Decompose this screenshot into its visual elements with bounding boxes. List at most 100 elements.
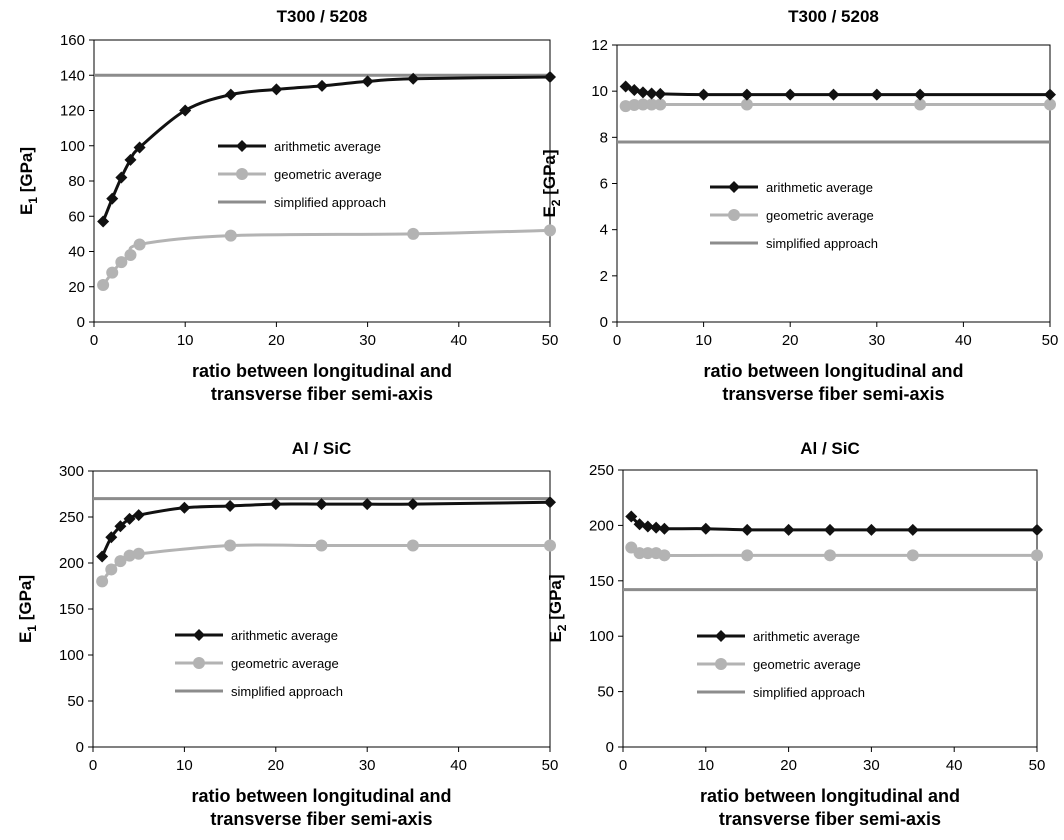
circle-data-point: [114, 555, 127, 568]
y-tick-label: 0: [77, 314, 85, 331]
x-tick-label: 10: [177, 332, 194, 349]
y-axis-label-subscript: 2: [555, 624, 569, 631]
x-tick-label: 50: [1029, 757, 1046, 774]
legend-label: geometric average: [766, 208, 874, 223]
circle-data-point: [628, 99, 641, 112]
diamond-data-point: [115, 171, 128, 184]
diamond-data-point: [1044, 88, 1056, 101]
diamond-data-point: [133, 141, 146, 154]
y-axis-label-main: E: [540, 206, 559, 217]
diamond-data-point: [406, 498, 419, 511]
y-tick-label: 150: [59, 601, 84, 618]
diamond-data-point: [741, 523, 754, 536]
diamond-data-point: [628, 84, 641, 97]
y-axis-label: E2 [GPa]: [546, 574, 569, 642]
legend-marker: [193, 657, 205, 669]
circle-data-point: [654, 98, 667, 111]
diamond-data-point: [865, 523, 878, 536]
legend-marker: [728, 181, 740, 193]
diamond-data-point: [315, 498, 328, 511]
x-tick-label: 50: [1042, 332, 1059, 349]
y-tick-label: 2: [600, 268, 608, 285]
y-tick-label: 200: [59, 555, 84, 572]
y-tick-label: 100: [59, 647, 84, 664]
series-arithmetic-average: [97, 71, 556, 228]
y-tick-label: 8: [600, 129, 608, 146]
x-axis-label-line2: transverse fiber semi-axis: [211, 384, 433, 404]
chart-4: Al / SiC 0 50 100 150 200 250 0 10 20 30 40 50 ratio …: [546, 439, 1045, 829]
diamond-data-point: [114, 520, 127, 533]
diamond-data-point: [827, 88, 840, 101]
y-tick-label: 100: [60, 138, 85, 155]
diamond-data-point: [870, 88, 883, 101]
circle-data-point: [740, 98, 753, 111]
diamond-data-point: [697, 88, 710, 101]
circle-data-point: [1044, 98, 1056, 111]
legend: arithmetic average geometric average simpl…: [175, 628, 343, 699]
diamond-data-point: [625, 510, 638, 523]
y-axis-label-unit: [GPa]: [16, 575, 35, 625]
circle-data-point: [633, 547, 646, 560]
diamond-data-point: [699, 522, 712, 535]
legend-label: arithmetic average: [231, 628, 338, 643]
y-tick-label: 160: [60, 32, 85, 49]
diamond-data-point: [544, 71, 556, 84]
legend: arithmetic average geometric average simpl…: [218, 139, 386, 210]
x-tick-label: 50: [542, 757, 559, 774]
diamond-data-point: [658, 522, 671, 535]
circle-data-point: [106, 266, 119, 279]
y-axis-label: E1 [GPa]: [16, 575, 39, 643]
y-tick-label: 0: [600, 314, 608, 331]
legend: arithmetic average geometric average simpl…: [710, 180, 878, 251]
diamond-data-point: [224, 499, 237, 512]
legend-marker: [236, 168, 248, 180]
x-tick-label: 20: [782, 332, 799, 349]
y-axis-label-subscript: 1: [25, 625, 39, 632]
y-axis-label-unit: [GPa]: [540, 149, 559, 199]
circle-data-point: [97, 278, 110, 291]
x-tick-label: 30: [359, 757, 376, 774]
diamond-data-point: [96, 550, 109, 563]
x-tick-label: 0: [89, 757, 97, 774]
chart-title: T300 / 5208: [788, 7, 879, 26]
x-tick-label: 0: [613, 332, 621, 349]
x-tick-label: 10: [695, 332, 712, 349]
circle-data-point: [133, 238, 146, 251]
series-geometric-average: [625, 541, 1043, 562]
diamond-data-point: [105, 531, 118, 544]
y-tick-label: 40: [68, 244, 85, 261]
chart-title: Al / SiC: [800, 439, 860, 458]
legend-label: geometric average: [753, 657, 861, 672]
y-axis-label-main: E: [17, 204, 36, 215]
x-tick-label: 50: [542, 332, 559, 349]
y-tick-label: 0: [606, 739, 614, 756]
x-tick-label: 30: [863, 757, 880, 774]
chart-3: Al / SiC 0 50 100 150 200 250 300 0 10 20 30 40 50 rat…: [16, 439, 558, 829]
circle-data-point: [123, 549, 136, 562]
circle-data-point: [224, 539, 237, 552]
y-tick-label: 12: [591, 37, 608, 54]
series-geometric-average: [96, 539, 556, 588]
diamond-data-point: [224, 88, 237, 101]
series-arithmetic-average: [625, 510, 1043, 536]
circle-data-point: [906, 549, 919, 562]
circle-data-point: [105, 563, 118, 576]
y-tick-label: 120: [60, 103, 85, 120]
diamond-data-point: [270, 83, 283, 96]
series-arithmetic-average: [96, 496, 556, 563]
legend-label: simplified approach: [274, 195, 386, 210]
x-axis-label-line2: transverse fiber semi-axis: [719, 809, 941, 829]
diamond-data-point: [361, 75, 374, 88]
circle-data-point: [641, 547, 654, 560]
diamond-data-point: [636, 86, 649, 99]
y-axis-label: E1 [GPa]: [17, 147, 40, 215]
series-line: [630, 515, 1037, 532]
legend-marker: [715, 630, 727, 642]
series-line: [101, 228, 551, 286]
circle-data-point: [132, 547, 145, 560]
diamond-data-point: [824, 523, 836, 536]
x-tick-label: 40: [450, 757, 467, 774]
diamond-data-point: [641, 520, 654, 533]
y-tick-label: 10: [591, 83, 608, 100]
